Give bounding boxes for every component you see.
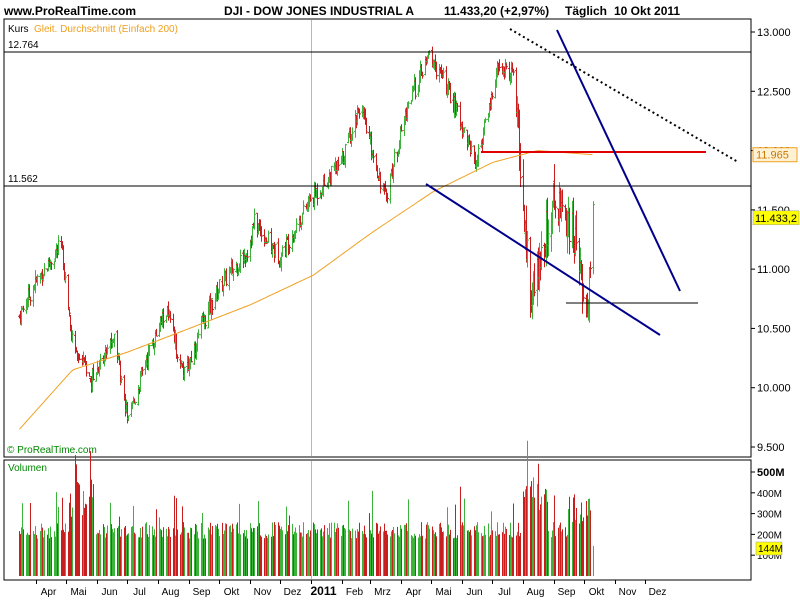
time-tick-label: Apr bbox=[41, 587, 57, 598]
time-tick-label: Sep bbox=[193, 587, 211, 598]
price-tick-label: 10.000 bbox=[757, 383, 791, 395]
time-tick-label: Jun bbox=[466, 587, 482, 598]
time-tick-label: Okt bbox=[589, 587, 605, 598]
time-tick-label: Nov bbox=[254, 587, 272, 598]
price-tick-label: 11.000 bbox=[757, 264, 790, 276]
price-candles bbox=[18, 46, 595, 424]
volume-tick-label: 200M bbox=[757, 530, 782, 541]
date-label: 10 Okt 2011 bbox=[614, 4, 681, 18]
legend-volume: Volumen bbox=[8, 463, 47, 474]
volume-tick-label: 100M bbox=[757, 551, 782, 562]
last-volume-tag: 144M bbox=[758, 544, 783, 555]
symbol-label: DJI - DOW JONES INDUSTRIAL A bbox=[224, 4, 415, 18]
price-axis: 9.50010.00010.50011.00011.50012.00012.50… bbox=[751, 27, 791, 454]
price-tick-label: 9.500 bbox=[757, 442, 785, 454]
time-tick-label: Jul bbox=[498, 587, 511, 598]
time-tick-label: Sep bbox=[558, 587, 576, 598]
legend-price: Kurs bbox=[8, 24, 29, 35]
time-tick-label: Dez bbox=[649, 587, 667, 598]
dotted-trendline bbox=[509, 28, 739, 163]
time-tick-label: Mrz bbox=[374, 587, 391, 598]
price-panel-frame bbox=[3, 18, 752, 458]
ref-label-upper: 12.764 bbox=[8, 40, 39, 51]
time-tick-label: Nov bbox=[619, 587, 637, 598]
time-tick-label: Okt bbox=[224, 587, 240, 598]
time-tick-label: Aug bbox=[162, 587, 180, 598]
volume-tick-label: 300M bbox=[757, 510, 782, 521]
time-tick-label: Mai bbox=[435, 587, 451, 598]
volume-tick-label: 400M bbox=[757, 489, 782, 500]
time-tick-label: Jul bbox=[133, 587, 146, 598]
time-tick-label: Dez bbox=[284, 587, 302, 598]
upper-trendline bbox=[556, 29, 681, 292]
volume-axis: 100M 200M 300M 400M 500M bbox=[751, 467, 785, 562]
price-tick-label: 12.500 bbox=[757, 86, 791, 98]
time-tick-label: Feb bbox=[346, 587, 364, 598]
price-tick-label: 13.000 bbox=[757, 27, 791, 39]
price-tick-label: 10.500 bbox=[757, 323, 791, 335]
lower-trendline bbox=[425, 183, 661, 336]
last-volume-tag-bg bbox=[755, 541, 783, 556]
ma-value-tag-bg bbox=[752, 147, 798, 163]
volume-tick-label: 500M bbox=[757, 467, 785, 479]
ma-value-tag: 11.965 bbox=[756, 150, 789, 162]
time-axis: Apr Mai Jun Jul Aug Sep Okt Nov Dez 2011 Feb Mrz Apr… bbox=[36, 580, 667, 598]
quote-label: 11.433,20 (+2,97%) bbox=[444, 4, 550, 18]
copyright-label: © ProRealTime.com bbox=[7, 445, 97, 456]
time-tick-label: Mai bbox=[70, 587, 86, 598]
volume-panel-frame bbox=[3, 459, 752, 581]
period-label: Täglich bbox=[565, 4, 608, 18]
time-tick-label: Apr bbox=[406, 587, 422, 598]
moving-average-line bbox=[19, 150, 593, 430]
site-label: www.ProRealTime.com bbox=[4, 4, 137, 18]
volume-bars bbox=[19, 440, 594, 576]
last-price-tag-bg bbox=[752, 210, 800, 226]
time-tick-label: Jun bbox=[101, 587, 117, 598]
time-tick-label: Aug bbox=[527, 587, 545, 598]
ref-label-lower: 11.562 bbox=[8, 174, 38, 185]
last-price-tag: 11.433,2 bbox=[755, 213, 797, 225]
legend-ma: Gleit. Durchschnitt (Einfach 200) bbox=[34, 24, 178, 35]
time-tick-label: 2011 bbox=[310, 584, 336, 598]
